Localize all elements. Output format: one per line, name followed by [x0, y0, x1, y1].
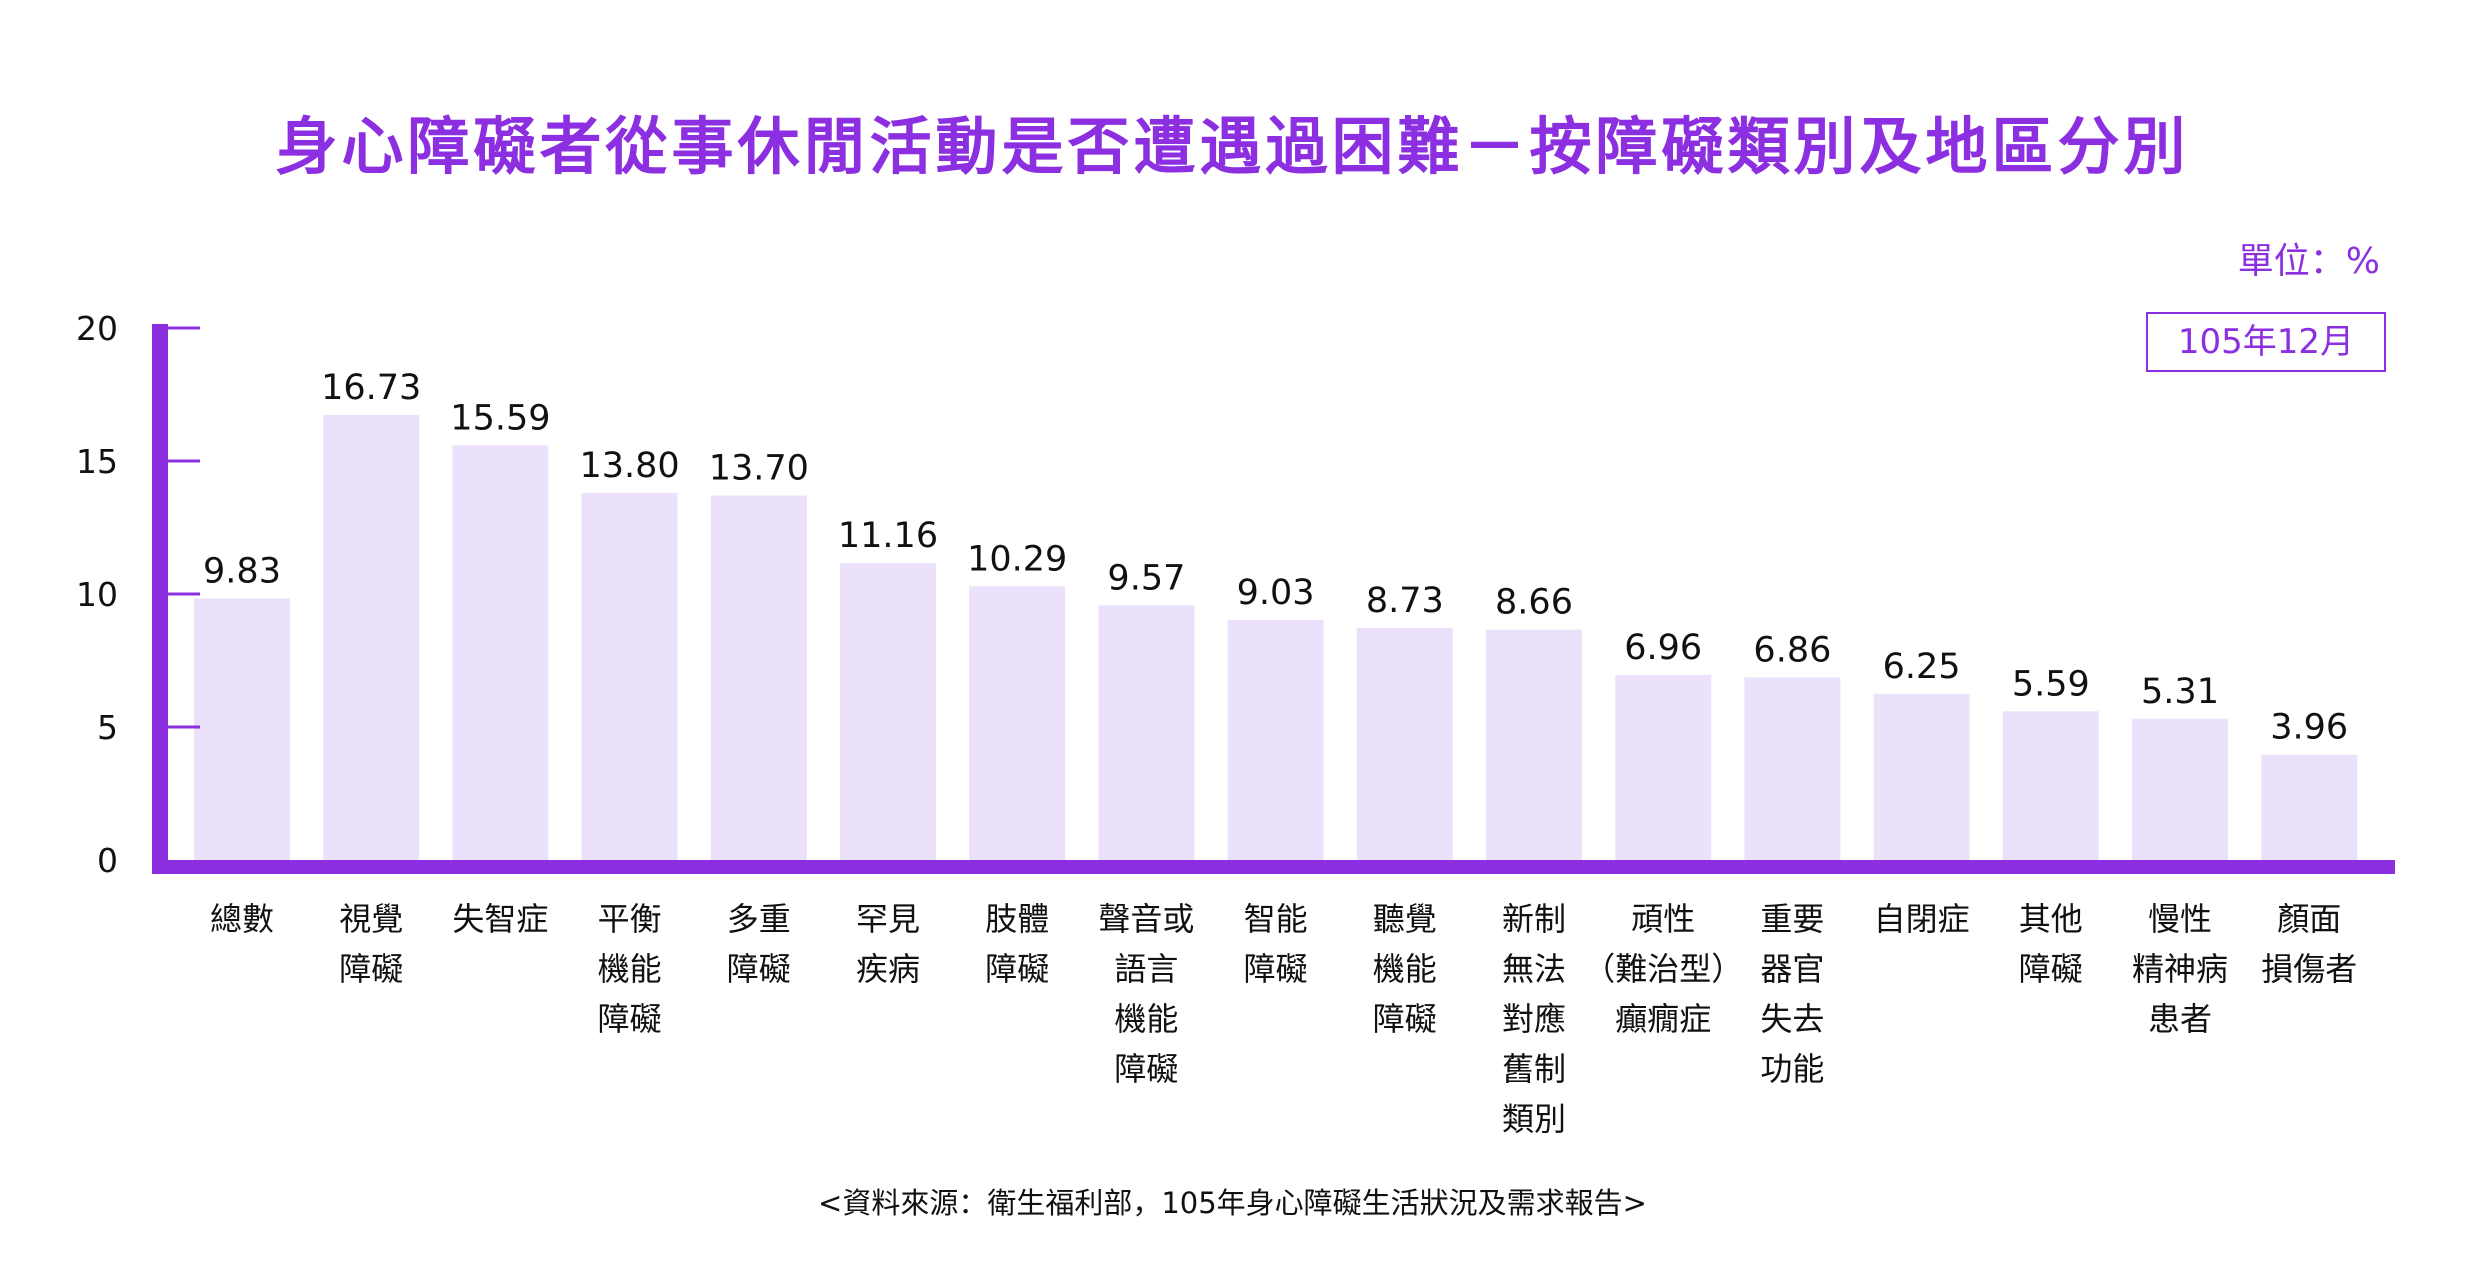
data-label: 9.03 [1237, 573, 1315, 613]
bar [1356, 627, 1453, 860]
x-tick-label: 總數 [210, 900, 274, 938]
x-tick-label: 自閉症 [1874, 900, 1970, 938]
chart-title: 身心障礙者從事休閒活動是否遭遇過困難－按障礙類別及地區分別 [275, 110, 2190, 183]
x-tick-label: 慢性精神病患者 [2132, 900, 2228, 1038]
bar [2132, 718, 2228, 860]
y-tick-label: 10 [76, 575, 118, 614]
data-label: 5.59 [2012, 664, 2090, 704]
x-tick-label: 聲音或語言機能障礙 [1098, 900, 1194, 1088]
y-tick-label: 15 [76, 442, 118, 481]
bar [1873, 693, 1970, 860]
bar [969, 586, 1066, 860]
bar [1615, 674, 1712, 860]
unit-label: 單位：% [2237, 241, 2380, 282]
source-note: <資料來源：衛生福利部，105年身心障礙生活狀況及需求報告> [818, 1186, 1647, 1220]
x-tick-label: 多重障礙 [727, 900, 791, 988]
x-tick-label: 頑性（難治型）癲癇症 [1583, 900, 1743, 1038]
data-label: 8.73 [1366, 581, 1444, 621]
data-label: 6.96 [1624, 628, 1702, 668]
x-tick-label: 顏面損傷者 [2261, 900, 2357, 988]
x-tick-label: 其他障礙 [2019, 900, 2083, 988]
x-tick-label: 重要器官失去功能 [1760, 900, 1824, 1088]
x-tick-label: 聽覺機能障礙 [1373, 900, 1437, 1038]
data-label: 13.70 [709, 449, 809, 489]
x-axis-line [152, 860, 2395, 874]
bar [2261, 754, 2358, 860]
bar [1744, 677, 1841, 860]
data-label: 5.31 [2141, 672, 2219, 712]
data-label: 8.66 [1495, 583, 1573, 623]
bar [452, 445, 549, 860]
y-tick-label: 5 [97, 708, 118, 747]
y-axis-line [152, 324, 168, 874]
data-label: 10.29 [967, 539, 1067, 579]
data-label: 3.96 [2270, 708, 2348, 748]
data-label: 9.83 [203, 552, 281, 592]
data-label: 6.86 [1753, 631, 1831, 671]
x-tick-label: 肢體障礙 [985, 900, 1049, 988]
period-badge: 105年12月 [2146, 312, 2386, 372]
bar [1486, 629, 1582, 860]
data-label: 13.80 [579, 446, 679, 486]
bar [840, 563, 936, 860]
data-label: 15.59 [450, 398, 550, 438]
bar [323, 414, 420, 860]
data-label: 11.16 [838, 516, 938, 556]
bar [1227, 619, 1324, 860]
y-tick-label: 0 [97, 841, 118, 880]
x-tick-label: 智能障礙 [1244, 900, 1308, 988]
x-tick-label: 視覺障礙 [339, 900, 403, 988]
x-tick-label: 平衡機能障礙 [598, 900, 662, 1038]
x-tick-label: 罕見疾病 [856, 900, 920, 988]
data-label: 6.25 [1883, 647, 1961, 687]
bar [710, 495, 807, 860]
x-tick-label: 新制無法對應舊制類別 [1502, 900, 1566, 1138]
x-tick-label: 失智症 [452, 900, 548, 938]
bar [581, 492, 678, 860]
y-tick-label: 20 [76, 309, 118, 348]
bar [2002, 711, 2099, 860]
data-label: 16.73 [321, 368, 421, 408]
data-label: 9.57 [1107, 558, 1185, 598]
bar [194, 598, 290, 860]
bar [1098, 605, 1195, 860]
